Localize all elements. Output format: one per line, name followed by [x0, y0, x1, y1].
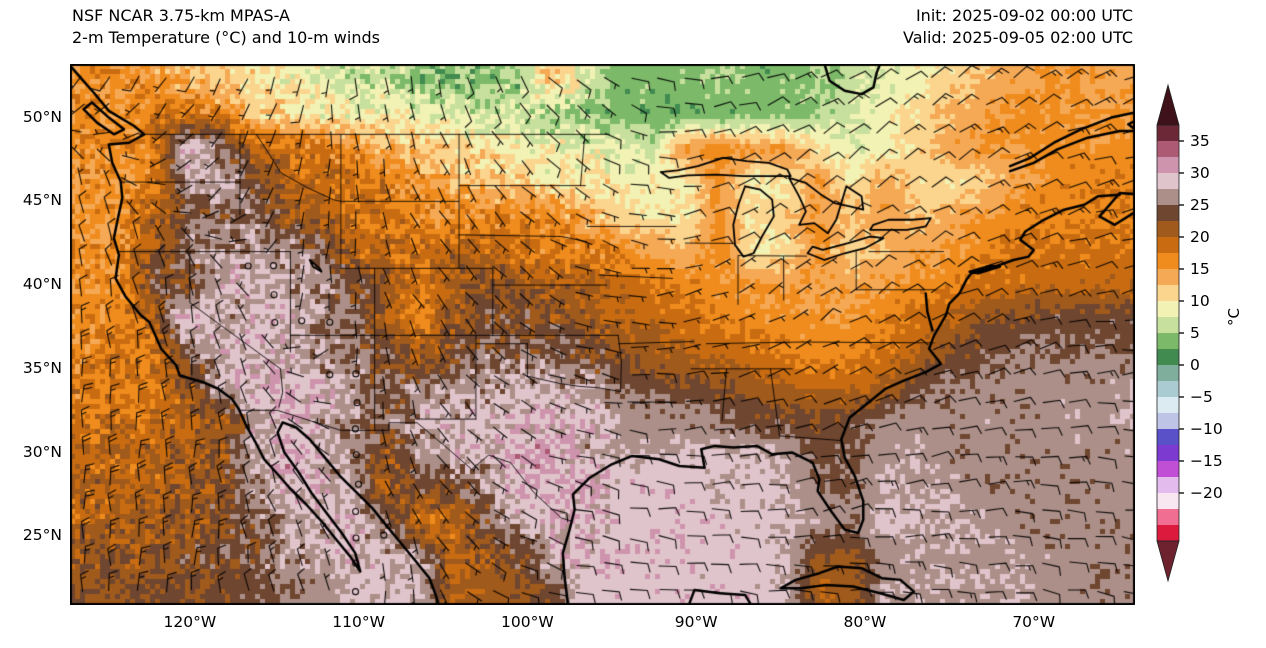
colorbar-segment — [1157, 317, 1179, 333]
colorbar-segment — [1157, 429, 1179, 445]
colorbar-segment — [1157, 397, 1179, 413]
x-tick-label: 90°W — [674, 613, 718, 631]
colorbar: 35 30 25 20 15 10 5 0 −5 −10 −15 −20 — [1156, 83, 1223, 583]
colorbar-segment — [1157, 381, 1179, 397]
colorbar-segment — [1157, 461, 1179, 477]
colorbar-tick-label: −10 — [1190, 420, 1223, 438]
colorbar-tick-label: −20 — [1190, 484, 1223, 502]
colorbar-segment — [1157, 477, 1179, 493]
y-tick-label: 35°N — [22, 358, 62, 377]
colorbar-segment — [1157, 157, 1179, 173]
colorbar-segment — [1157, 365, 1179, 381]
colorbar-unit-label: °C — [1225, 308, 1243, 326]
valid-time: Valid: 2025-09-05 02:00 UTC — [902, 28, 1133, 47]
plot-subtitle: 2-m Temperature (°C) and 10-m winds — [72, 28, 380, 47]
colorbar-tick-label: 0 — [1190, 356, 1200, 374]
colorbar-tick-label: −15 — [1190, 452, 1223, 470]
colorbar-segment — [1157, 237, 1179, 253]
colorbar-tick-label: 25 — [1190, 196, 1210, 214]
map-canvas — [70, 64, 1135, 605]
x-tick-label: 80°W — [843, 613, 887, 631]
colorbar-tick-label: 5 — [1190, 324, 1200, 342]
x-tick-label: 120°W — [163, 613, 217, 631]
y-tick-label: 30°N — [22, 442, 62, 461]
x-tick-label: 110°W — [332, 613, 385, 631]
colorbar-tick-label: 20 — [1190, 228, 1210, 246]
y-tick-label: 45°N — [22, 191, 62, 210]
x-tick-label: 70°W — [1012, 613, 1056, 631]
colorbar-tick-label: 30 — [1190, 164, 1210, 182]
x-tick-label: 100°W — [501, 613, 554, 631]
colorbar-segment — [1157, 493, 1179, 509]
colorbar-segment — [1157, 413, 1179, 429]
colorbar-segment — [1157, 285, 1179, 301]
init-time: Init: 2025-09-02 00:00 UTC — [915, 6, 1133, 25]
y-tick-label: 25°N — [22, 526, 62, 545]
colorbar-segment — [1157, 349, 1179, 365]
colorbar-segment — [1157, 301, 1179, 317]
colorbar-segment — [1157, 509, 1179, 525]
colorbar-segment — [1157, 125, 1179, 141]
y-tick-label: 40°N — [22, 275, 62, 294]
colorbar-segment — [1157, 173, 1179, 189]
y-tick-label: 50°N — [22, 107, 62, 126]
model-title: NSF NCAR 3.75-km MPAS-A — [72, 6, 290, 25]
colorbar-tick-label: −5 — [1190, 388, 1213, 406]
colorbar-segment — [1157, 205, 1179, 221]
colorbar-segment — [1157, 253, 1179, 269]
colorbar-tick-label: 35 — [1190, 132, 1210, 150]
colorbar-segment — [1157, 269, 1179, 285]
colorbar-arrow-top — [1156, 83, 1180, 126]
colorbar-segment — [1157, 333, 1179, 349]
colorbar-segment — [1157, 189, 1179, 205]
colorbar-arrow-bottom — [1156, 540, 1180, 583]
colorbar-segment — [1157, 141, 1179, 157]
colorbar-segment — [1157, 525, 1179, 541]
colorbar-tick-label: 15 — [1190, 260, 1210, 278]
colorbar-segment — [1157, 445, 1179, 461]
colorbar-tick-label: 10 — [1190, 292, 1210, 310]
colorbar-segment — [1157, 221, 1179, 237]
